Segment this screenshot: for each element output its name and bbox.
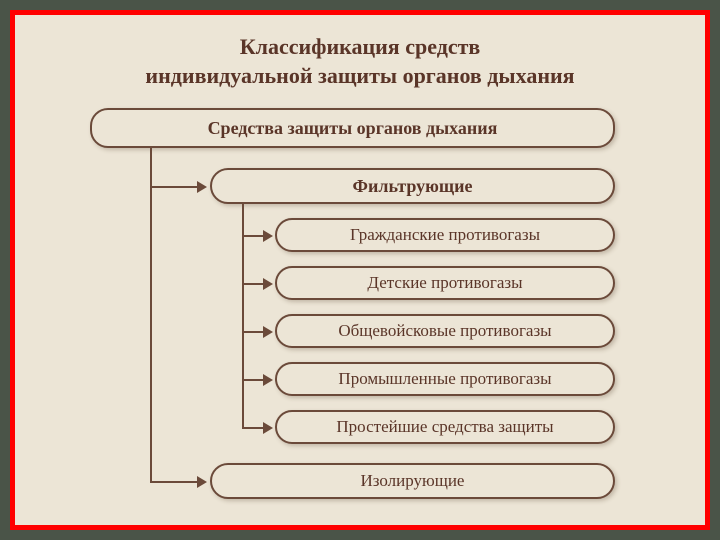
arrow-icon xyxy=(197,181,207,193)
node-isolating: Изолирующие xyxy=(210,463,615,499)
tree-diagram: Средства защиты органов дыхания Фильтрующ… xyxy=(50,108,670,518)
connector-1 xyxy=(150,186,198,188)
node-root: Средства защиты органов дыхания xyxy=(90,108,615,148)
diagram-frame: Классификация средств индивидуальной защ… xyxy=(10,10,710,530)
connector-5 xyxy=(242,283,264,285)
diagram-title: Классификация средств индивидуальной защ… xyxy=(50,33,670,90)
node-simple: Простейшие средства защиты xyxy=(275,410,615,444)
title-line2: индивидуальной защиты органов дыхания xyxy=(145,63,574,88)
connector-4 xyxy=(242,235,264,237)
node-industrial: Промышленные противогазы xyxy=(275,362,615,396)
arrow-icon xyxy=(263,326,273,338)
connector-7 xyxy=(242,379,264,381)
node-military: Общевойсковые противогазы xyxy=(275,314,615,348)
arrow-icon xyxy=(263,230,273,242)
arrow-icon xyxy=(263,422,273,434)
node-civil: Гражданские противогазы xyxy=(275,218,615,252)
connector-6 xyxy=(242,331,264,333)
connector-0 xyxy=(150,148,152,481)
node-filtering: Фильтрующие xyxy=(210,168,615,204)
connector-2 xyxy=(150,481,198,483)
connector-8 xyxy=(242,427,264,429)
title-line1: Классификация средств xyxy=(240,34,481,59)
arrow-icon xyxy=(197,476,207,488)
connector-3 xyxy=(242,204,244,427)
arrow-icon xyxy=(263,374,273,386)
node-children: Детские противогазы xyxy=(275,266,615,300)
arrow-icon xyxy=(263,278,273,290)
